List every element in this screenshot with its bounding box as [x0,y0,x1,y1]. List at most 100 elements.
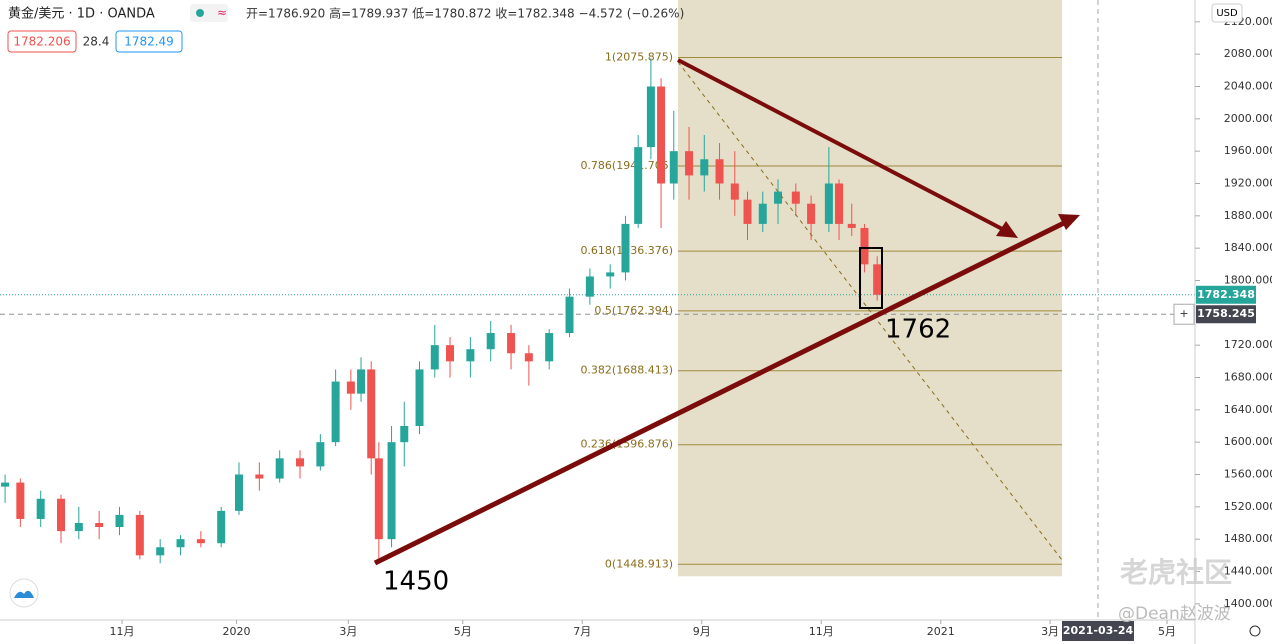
candle-body [1,482,10,487]
candle-body [235,474,243,511]
x-tick-label: 11月 [809,625,834,638]
candle-body [507,333,516,354]
candle-body [156,547,165,556]
logo-icon [14,590,34,598]
y-tick-label: 1640.000 [1224,403,1272,416]
candle-body [700,159,709,176]
crosshair-plus: + [1179,307,1188,320]
crosshair-price-label: 1758.245 [1197,307,1255,320]
last-price-label: 1782.348 [1197,288,1255,301]
fib-label: 0(1448.913) [605,557,673,570]
candle-body [835,183,844,224]
candle-body [446,345,455,362]
x-tick-label: 3月 [339,625,357,638]
ask: 1782.49 [124,35,174,49]
x-tick-label: 5月 [1158,625,1176,638]
crosshair-date-tag [1062,621,1134,641]
candle-body [791,191,800,204]
status-icon: ≈ [217,6,227,20]
y-tick-label: 1480.000 [1224,532,1272,545]
candle-body [824,183,833,224]
candle-body [466,349,475,362]
candle-body [807,203,816,224]
support-line-thin [374,221,1067,564]
bid-box[interactable] [7,30,77,53]
crosshair-date: 2021-03-24 [1063,624,1134,637]
candle-body [296,458,305,467]
y-tick-label: 1800.000 [1224,273,1272,286]
candle-body [346,381,355,394]
settings-icon[interactable] [1249,625,1261,637]
candle-body [430,345,439,370]
candle-body [400,425,409,443]
crosshair-price-tag [1196,305,1256,324]
candle-body [585,276,594,297]
y-tick-label: 1560.000 [1224,467,1272,480]
annotation: 1450 [383,567,449,597]
arrow-head [996,221,1018,238]
logo[interactable] [9,578,39,608]
candle-body [36,498,45,519]
candle-body [217,510,226,544]
symbol: 黄金/美元 · 1D · OANDA [8,6,155,22]
y-tick-label: 1520.000 [1224,500,1272,513]
y-tick-label: 1440.000 [1224,564,1272,577]
highlight-box [859,247,883,309]
fib-label: 1(2075.875) [605,50,673,63]
x-tick-label: 2020 [222,625,250,638]
candle-body [669,151,678,184]
annotation: 1762 [885,315,951,345]
candle-body [57,498,66,532]
arrow-head [1058,214,1080,230]
candle-body [685,151,694,176]
time-axis [0,620,1272,644]
y-tick-label: 1720.000 [1224,338,1272,351]
fib-zone [678,0,1062,577]
watermark: @Dean赵波波 [1118,604,1231,624]
candle-body [565,296,574,334]
status-dot [196,9,204,17]
candle-body [176,539,185,548]
y-tick-label: 2080.000 [1224,47,1272,60]
candle-body [715,159,724,184]
currency-box [1211,3,1243,23]
candle-body [374,458,383,540]
fib-label: 0.5(1762.394) [594,304,673,317]
fib-trend-line [677,61,1063,561]
candle-body [331,381,340,443]
y-tick-label: 2040.000 [1224,79,1272,92]
candle-body [621,223,630,273]
candle-body [387,442,396,540]
ask-box[interactable] [115,30,183,53]
candle-body [873,264,882,295]
candle-body [135,514,144,556]
candle-body [367,369,376,459]
candle-body [657,86,666,184]
y-tick-label: 1600.000 [1224,435,1272,448]
status-icons[interactable] [190,4,228,22]
x-tick-label: 11月 [110,625,135,638]
candle-body [860,227,869,265]
candle-body [774,191,783,204]
y-tick-label: 1400.000 [1224,597,1272,610]
crosshair-tag-plus[interactable] [1173,303,1195,325]
background: 1(2075.875)0.786(1941.705)0.618(1836.376… [0,0,1195,577]
y-tick-label: 2000.000 [1224,112,1272,125]
candle-body [196,539,205,544]
candle-body [545,333,554,362]
candle-body [730,183,739,200]
watermark: 老虎社区 [1120,556,1232,589]
y-tick-label: 1960.000 [1224,144,1272,157]
candle-body [415,369,424,426]
currency: USD [1216,8,1238,19]
y-tick-label: 1880.000 [1224,209,1272,222]
x-tick-label: 2021 [927,625,955,638]
candle-body [275,458,284,479]
ohlc-legend: 开=1786.920 高=1789.937 低=1780.872 收=1782.… [246,6,684,21]
candle-body [743,199,752,224]
bid: 1782.206 [13,35,70,49]
candle-body [74,522,83,532]
candle-body [255,474,264,479]
candle-body [357,369,366,394]
y-tick-label: 1840.000 [1224,241,1272,254]
